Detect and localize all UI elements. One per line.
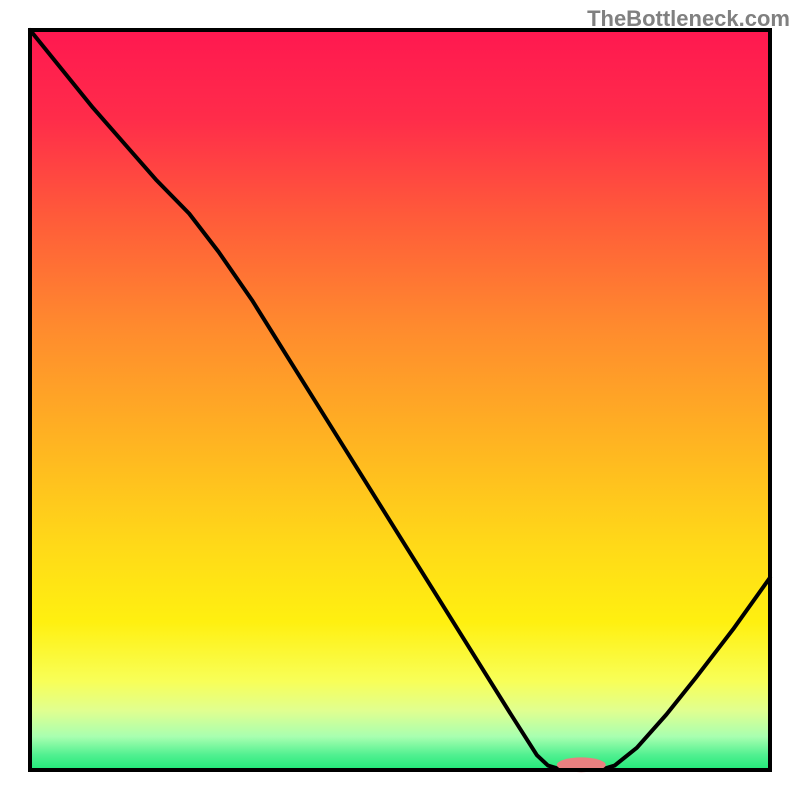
watermark-label: TheBottleneck.com [587, 6, 790, 32]
bottleneck-chart [0, 0, 800, 800]
plot-background [30, 30, 770, 770]
